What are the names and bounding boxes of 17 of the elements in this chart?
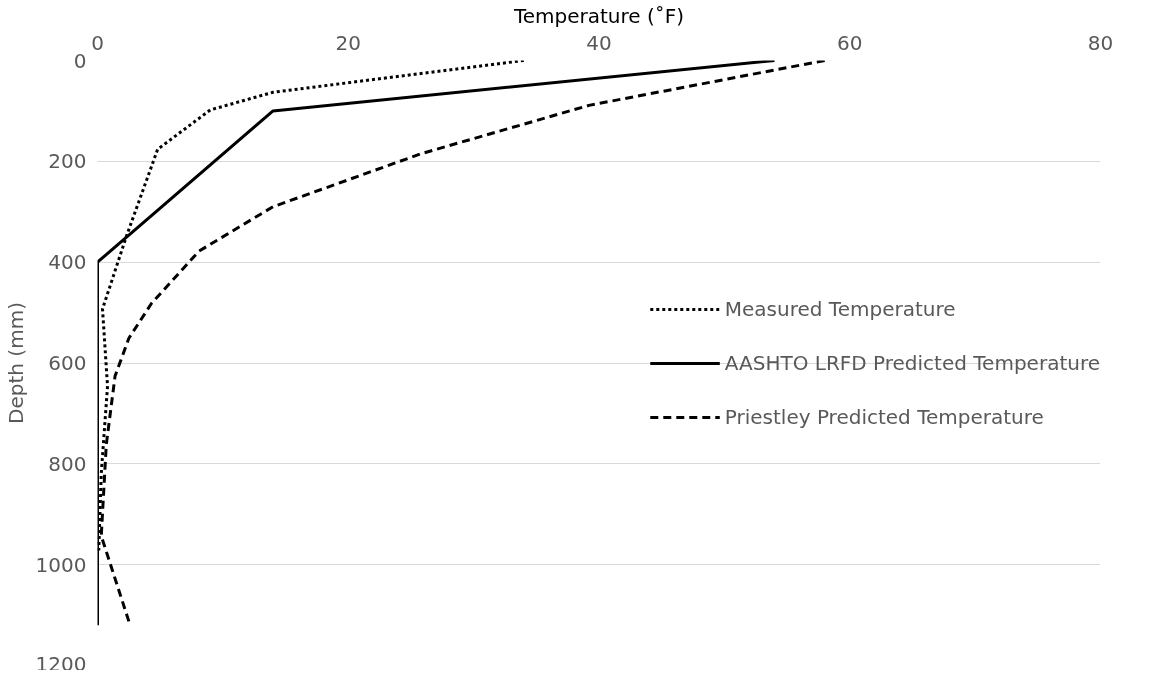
x-axis-title: Temperature (˚F) — [512, 3, 685, 28]
y-tick-label: 0 — [73, 48, 87, 73]
y-axis-title: Depth (mm) — [3, 302, 28, 424]
y-tick-label: 200 — [48, 149, 87, 174]
x-tick-label: 60 — [837, 30, 863, 55]
legend-label: Priestley Predicted Temperature — [724, 404, 1044, 429]
legend-label: Measured Temperature — [724, 296, 956, 321]
y-tick-label: 400 — [48, 250, 87, 275]
x-tick-label: 80 — [1087, 30, 1114, 55]
x-tick-label: 20 — [335, 30, 361, 55]
x-tick-label: 0 — [91, 30, 104, 55]
y-tick-label: 1200 — [35, 651, 87, 676]
x-tick-label: 40 — [586, 30, 612, 55]
y-tick-label: 800 — [48, 451, 87, 476]
y-tick-label: 1000 — [35, 552, 87, 577]
legend-label: AASHTO LRFD Predicted Temperature — [724, 350, 1100, 375]
y-tick-label: 600 — [48, 351, 87, 375]
